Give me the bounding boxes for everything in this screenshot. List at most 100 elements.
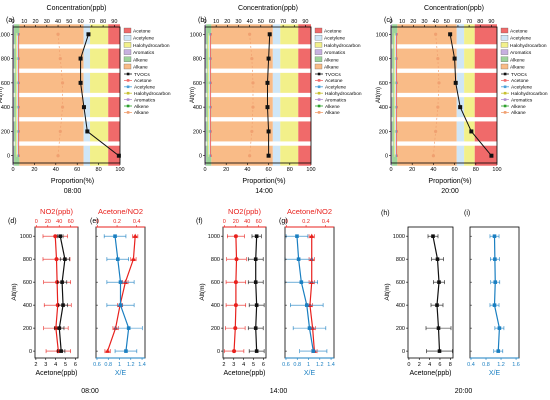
- legend-label: Alkene: [133, 57, 148, 63]
- time-label: 08:00: [81, 388, 99, 395]
- bar-aromatics: [391, 24, 393, 45]
- bar-aromatics: [391, 48, 393, 69]
- top-tick-label: 0.2: [302, 219, 310, 225]
- alkane-point: [434, 129, 438, 134]
- bar-aromatics: [13, 24, 15, 45]
- alkane-point: [250, 56, 254, 61]
- bottom-tick-label: 40: [244, 167, 250, 173]
- y-tick-label: 200: [396, 326, 405, 332]
- series-point: [437, 280, 441, 284]
- legend-label: Acetylene: [511, 85, 532, 91]
- alkane-point: [56, 32, 60, 36]
- alkene-point: [392, 130, 395, 133]
- bar-acetylene: [83, 145, 91, 166]
- tvoc-point: [267, 32, 272, 37]
- y-tick-label: 200: [379, 129, 388, 135]
- tvoc-line: [449, 34, 492, 157]
- bar-alkane: [211, 72, 273, 93]
- y-tick-label: 400: [211, 303, 220, 309]
- legend-label: Acetylene: [133, 36, 154, 42]
- series-point: [307, 326, 312, 330]
- legend-marker: [126, 111, 130, 114]
- bottom-tick-label: 1.2: [316, 362, 324, 368]
- series-point: [233, 303, 238, 308]
- legend-label: Alkene: [510, 57, 525, 63]
- bottom-tick-label: 8: [449, 362, 452, 368]
- bar-acetone: [108, 97, 120, 118]
- top-tick-label: 40: [244, 219, 250, 225]
- y-tick-label: 200: [1, 129, 10, 135]
- tvoc-point: [81, 105, 86, 110]
- top-tick-label: 30: [421, 19, 427, 25]
- bottom-tick-label: 6: [438, 362, 441, 368]
- bottom-tick-label: 80: [287, 167, 293, 173]
- series-point: [233, 280, 238, 285]
- top-axis-title: Concentration(ppb): [238, 5, 298, 12]
- legend-swatch: [500, 27, 509, 34]
- bottom-axis-title: Proportion(%): [428, 178, 471, 185]
- legend-label: Aromatics: [134, 97, 156, 103]
- time-label: 20:00: [441, 188, 459, 195]
- series-point: [115, 257, 120, 261]
- top-tick-label: 10: [213, 19, 219, 25]
- top-tick-label: 0: [223, 219, 226, 225]
- bottom-tick-label: 80: [96, 167, 102, 173]
- series-point: [233, 326, 238, 331]
- bottom-tick-label: 0: [11, 167, 14, 173]
- top-tick-label: 70: [89, 19, 95, 25]
- series-point: [311, 349, 316, 353]
- alkene-point: [206, 105, 209, 109]
- y-tick-label: 0: [199, 154, 202, 160]
- top-tick-label: 30: [44, 19, 50, 25]
- plot-frame: [204, 26, 312, 164]
- series-point: [63, 257, 67, 261]
- top-tick-label: 20: [410, 19, 416, 25]
- series-point: [435, 303, 439, 307]
- top-axis-title: NO2(ppb): [228, 207, 261, 216]
- bottom-tick-label: 20: [223, 167, 229, 173]
- bar-alkane: [19, 48, 84, 69]
- panel-label: (b): [198, 17, 207, 24]
- series-point: [307, 302, 313, 307]
- top-tick-label: 20: [224, 19, 230, 25]
- bar-alkane: [397, 72, 457, 93]
- bar-acetone: [108, 72, 120, 93]
- tvoc-point: [448, 32, 453, 37]
- plot-frame: [12, 26, 121, 164]
- tvoc-point: [452, 56, 457, 61]
- y-axis-title: Alt(m): [190, 87, 196, 103]
- legend-marker: [503, 98, 507, 101]
- series-point: [431, 234, 435, 238]
- legend-marker: [126, 72, 130, 76]
- legend-label: Acetylene: [134, 85, 155, 91]
- panel-label: (d): [8, 218, 17, 225]
- top-tick-label: 10: [399, 19, 405, 25]
- legend-marker: [317, 79, 321, 82]
- bottom-tick-label: 1: [118, 362, 121, 368]
- bar-acetone: [474, 72, 497, 93]
- y-tick-label: 0: [29, 349, 32, 355]
- alkane-point: [58, 129, 62, 134]
- top-axis-title: Acetone/NO2: [287, 207, 332, 216]
- top-axis-title: Concentration(ppb): [424, 5, 484, 12]
- tvoc-point: [86, 32, 91, 37]
- bottom-tick-label: 0.8: [293, 362, 301, 368]
- legend-swatch: [314, 56, 323, 62]
- legend-marker: [126, 91, 130, 95]
- bottom-tick-label: 6: [74, 362, 77, 368]
- series-line: [309, 236, 315, 352]
- alkane-point: [60, 105, 65, 109]
- tvoc-point: [78, 80, 83, 85]
- bottom-tick-label: 60: [452, 167, 458, 173]
- series-line: [296, 236, 314, 352]
- legend-label: Alkane: [324, 65, 339, 71]
- tvoc-point: [265, 80, 270, 85]
- legend-label: Halohydrocarbon: [325, 91, 362, 97]
- legend-swatch: [500, 42, 509, 48]
- bottom-tick-label: 60: [74, 167, 80, 173]
- bar-aromatics: [205, 145, 207, 166]
- series-point: [497, 326, 502, 330]
- legend-label: Alkane: [133, 65, 148, 71]
- panel-label: (i): [464, 210, 470, 217]
- bar-acetylene: [83, 72, 91, 93]
